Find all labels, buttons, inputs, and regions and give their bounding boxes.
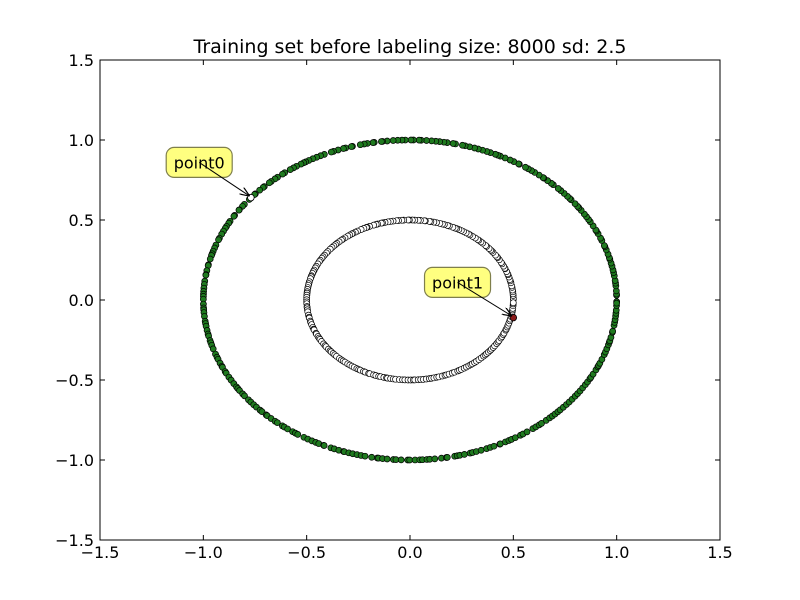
data-point [273,419,281,427]
data-point [369,139,377,146]
data-point [522,163,529,171]
data-point [613,299,620,307]
data-point [320,442,328,449]
x-tick-label: 1.5 [707,543,732,562]
y-tick-label: 1.0 [69,131,94,150]
data-point [554,185,562,192]
annotation-arrow [198,161,249,195]
data-point [356,141,364,149]
data-point [523,428,531,436]
data-point [368,453,376,461]
x-tick-label: −0.5 [287,543,326,562]
annotation-arrow [457,281,512,315]
data-point [378,138,385,145]
plot-area [199,136,621,464]
data-point [361,452,369,460]
data-point [490,442,498,450]
data-point [407,136,415,144]
data-point [235,206,243,214]
x-tick-label: 1.0 [604,543,629,562]
data-point [348,143,355,150]
data-point [256,186,264,194]
y-tick-label: 0.5 [69,211,94,230]
data-point [383,455,391,463]
data-point [241,392,248,400]
data-point [461,451,468,458]
x-tick-label: −1.0 [184,543,223,562]
y-tick-label: −1.0 [55,451,94,470]
annotations: point0 point1 [165,146,518,322]
data-point [443,454,451,461]
data-point [389,137,397,144]
data-point [286,166,294,173]
x-tick-label: 0.5 [501,543,526,562]
data-point [230,212,238,220]
data-point [509,299,517,307]
data-point [415,136,423,144]
chart-title: Training set before labeling size: 8000 … [193,36,627,58]
data-point [279,170,286,178]
y-tick-label: −0.5 [55,371,94,390]
annotation-label: point1 [432,273,483,292]
data-point [459,141,466,149]
y-tick-label: 0.0 [69,291,94,310]
axis-ticks: −1.5 −1.0 −0.5 0.0 0.5 1.0 1.5 −1.5 −1.0 −0.5 0.0 0… [55,51,733,562]
data-point [284,425,291,433]
data-point [206,255,214,263]
data-point [609,327,617,335]
y-tick-label: 1.5 [69,51,94,70]
data-point [215,236,222,244]
y-tick-label: −1.5 [55,531,94,550]
data-point [294,431,302,438]
data-point [571,200,579,208]
data-point [327,148,335,156]
data-point [449,140,457,147]
data-point [397,456,405,464]
data-point [202,271,210,279]
data-point [431,455,439,463]
data-point [477,446,485,454]
annotation-label: point0 [174,153,225,172]
x-tick-label: −1.5 [81,543,120,562]
x-tick-label: 0.0 [397,543,422,562]
data-point [265,179,273,187]
data-point [538,420,545,427]
